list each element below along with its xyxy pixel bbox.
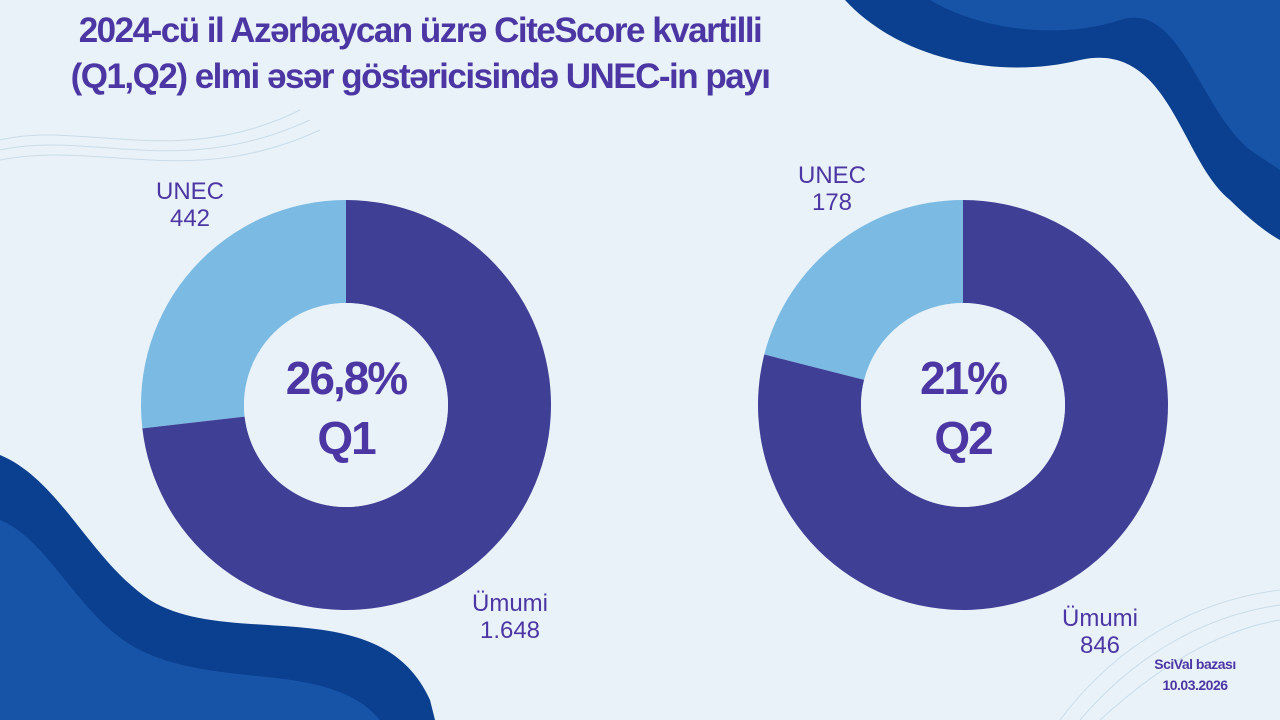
wave-bottom-left-light: [0, 520, 380, 720]
thin-lines-decoration: [0, 109, 1280, 720]
slice-total: [758, 200, 1168, 610]
donut-hole: [244, 303, 448, 507]
q2-unec-label: UNEC 178: [782, 162, 882, 216]
slice-unec: [764, 200, 963, 380]
wave-top-right: [845, 0, 1280, 240]
q1-center: 26,8% Q1: [246, 348, 446, 468]
page-title: 2024-cü il Azərbaycan üzrə CiteScore kva…: [20, 8, 820, 100]
q1-total-label: Ümumi 1.648: [460, 590, 560, 644]
donut-hole: [861, 303, 1065, 507]
center-value: 26,8%: [285, 352, 408, 404]
q2-center: 21% Q2: [863, 348, 1063, 468]
slice-value: 1.648: [479, 617, 541, 644]
source-date: 10.03.2026: [1162, 677, 1228, 693]
wave-top-right-light: [930, 0, 1280, 170]
slice-label: Ümumi: [472, 590, 548, 617]
source-name: SciVal bazası: [1154, 656, 1236, 672]
slice-unec: [141, 200, 346, 429]
title-line-1: 2024-cü il Azərbaycan üzrə CiteScore kva…: [78, 11, 763, 50]
slice-label: UNEC: [797, 162, 866, 189]
slice-label: Ümumi: [1062, 605, 1138, 632]
q2-total-label: Ümumi 846: [1050, 605, 1150, 659]
center-value: 21%: [919, 352, 1008, 404]
q1-unec-label: UNEC 442: [140, 178, 240, 232]
slice-value: 846: [1079, 632, 1121, 659]
slice-value: 178: [811, 189, 853, 216]
slice-value: 442: [169, 205, 211, 232]
slice-total: [142, 200, 552, 610]
center-label: Q2: [934, 412, 993, 464]
center-label: Q1: [317, 412, 376, 464]
slice-label: UNEC: [155, 178, 224, 205]
source-note: SciVal bazası 10.03.2026: [1140, 654, 1250, 696]
title-line-2: (Q1,Q2) elmi əsər göstəricisində UNEC-in…: [70, 57, 771, 96]
